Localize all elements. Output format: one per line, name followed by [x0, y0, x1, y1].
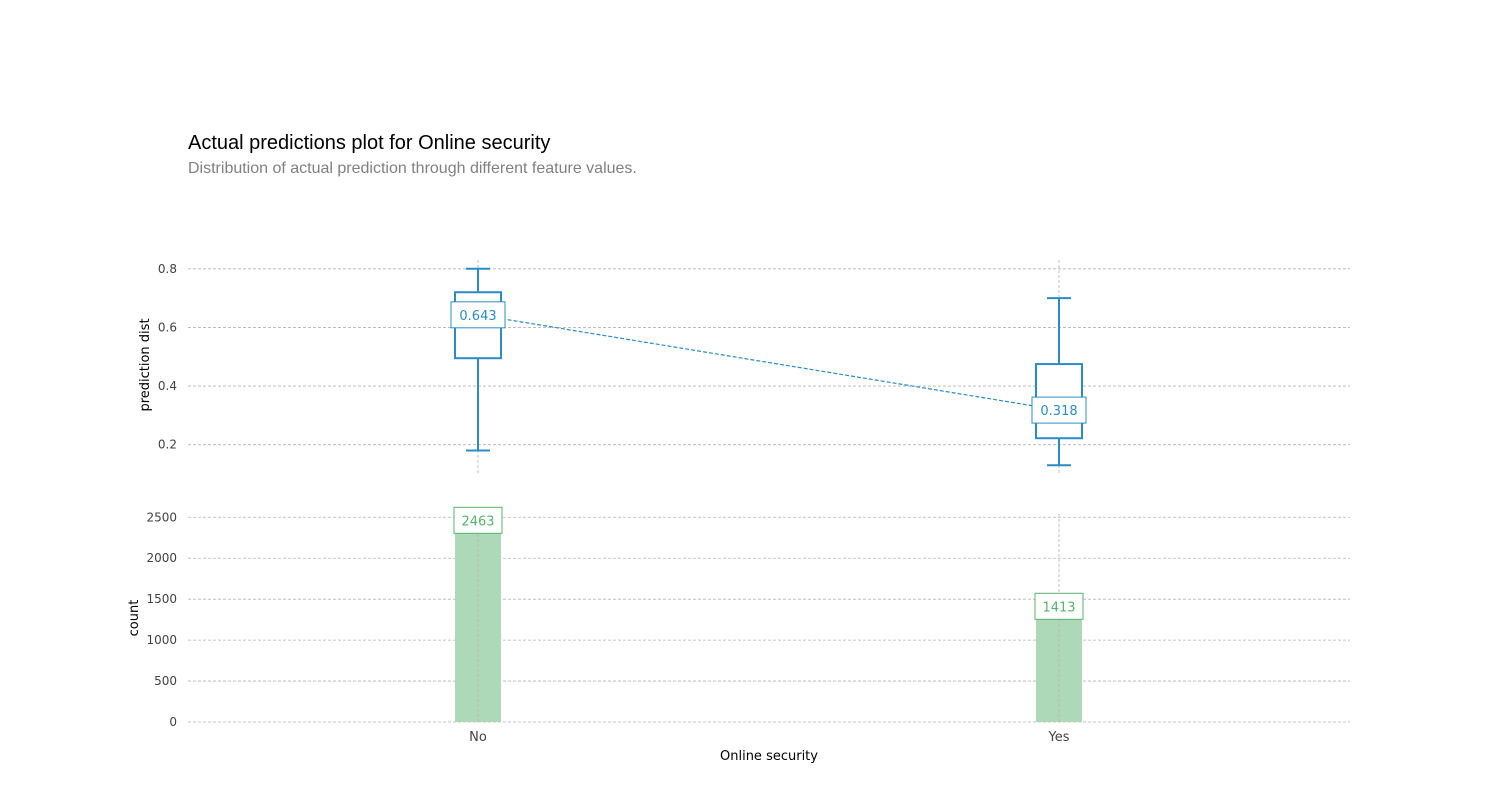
median-trend-line [477, 314, 1060, 411]
bar-value-label: 2463 [461, 514, 494, 529]
median-label-box [450, 301, 506, 329]
x-tick-label: Yes [1048, 730, 1070, 745]
top-y-tick-label: 0.6 [158, 320, 177, 334]
bar-value-label-box [1034, 592, 1084, 620]
bottom-y-tick-label: 2000 [146, 551, 177, 565]
top-y-tick-label: 0.8 [158, 262, 177, 276]
bottom-y-tick-label: 1500 [146, 592, 177, 606]
x-axis-label: Online security [720, 749, 818, 764]
chart-title: Actual predictions plot for Online secur… [188, 132, 551, 154]
mark-layer: 0.643 0.318 [450, 267, 1087, 722]
box-no: 0.643 [450, 267, 506, 452]
bar-value-label: 1413 [1042, 600, 1075, 615]
box-yes: 0.318 [1031, 297, 1087, 467]
bottom-y-tick-label: 500 [154, 674, 177, 688]
bottom-y-axis-label: count [127, 600, 142, 637]
median-label: 0.643 [459, 309, 496, 324]
median-label: 0.318 [1040, 404, 1077, 419]
top-y-axis-label: prediction dist [138, 318, 153, 411]
bottom-y-tick-label: 1000 [146, 633, 177, 647]
grid-layer [188, 260, 1350, 723]
text-layer: 0.2 0.4 0.6 0.8 prediction dist 0 500 1000 1500 2… [127, 262, 1076, 764]
bottom-y-tick-label: 0 [169, 715, 177, 729]
bottom-y-tick-label: 2500 [146, 510, 177, 524]
chart-subtitle: Distribution of actual prediction throug… [188, 160, 637, 177]
bar-value-label-box [453, 506, 503, 534]
top-y-tick-label: 0.4 [158, 379, 177, 393]
median-label-box [1031, 396, 1087, 424]
x-tick-label: No [469, 730, 487, 745]
top-y-tick-label: 0.2 [158, 438, 177, 452]
